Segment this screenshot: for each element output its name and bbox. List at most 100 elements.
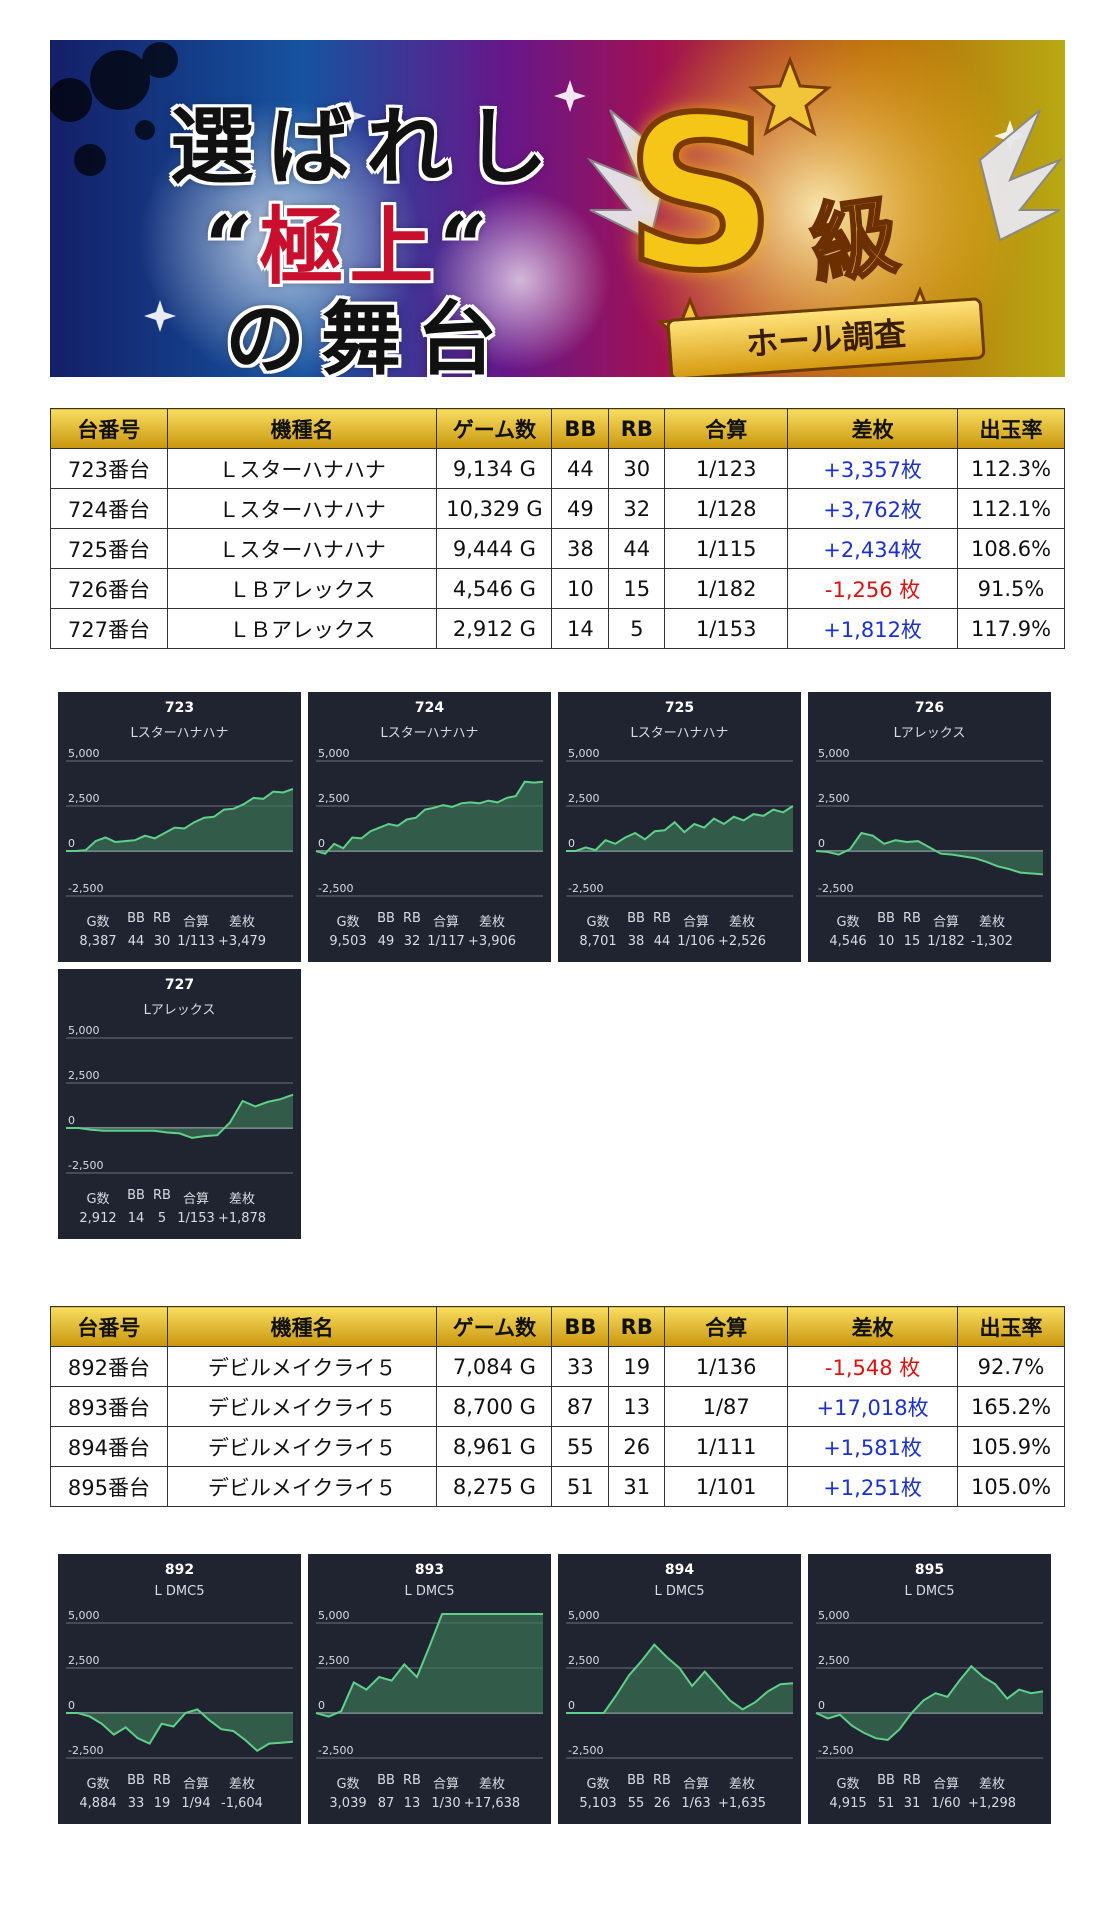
slump-chart-card: 895 L DMC5 5,000 2,500 0 -2,500 G数 BB RB 合算 差枚 4,91… — [808, 1554, 1051, 1824]
bb-count-cell: 49 — [551, 488, 610, 529]
stat-value: 13 — [403, 1796, 421, 1811]
stat-label: G数 — [86, 915, 110, 930]
slump-chart: 5,000 2,500 0 -2,500 — [566, 747, 794, 897]
machine-number-cell: 726番台 — [50, 568, 168, 609]
rb-count-cell: 30 — [608, 448, 666, 489]
y-tick-label: 2,500 — [318, 792, 350, 805]
slump-chart: 5,000 2,500 0 -2,500 — [815, 1609, 1044, 1759]
column-header: 機種名 — [166, 1306, 438, 1347]
chart-series-line — [315, 780, 544, 855]
banner-title-line2: “極上“ — [205, 180, 494, 301]
slump-chart-card: 894 L DMC5 5,000 2,500 0 -2,500 G数 BB RB 合算 差枚 5,10… — [558, 1554, 801, 1824]
combined-odds-cell: 1/136 — [664, 1346, 789, 1387]
y-tick-label: 5,000 — [318, 1609, 350, 1622]
stat-value: 4,915 — [829, 1796, 867, 1811]
combined-odds-cell: 1/123 — [664, 448, 789, 489]
machine-results-table-2: 台番号 機種名 ゲーム数 BB RB 合算 差枚 出玉率 892番台 デビルメイクライ５ 7,08… — [50, 1306, 1065, 1507]
y-tick-label: 5,000 — [568, 1609, 600, 1622]
stat-label: BB — [377, 1773, 395, 1788]
chart-title: 892 — [164, 1562, 195, 1578]
stat-value: +1,635 — [717, 1796, 767, 1811]
medal-diff-cell: +1,581枚 — [787, 1426, 958, 1467]
combined-odds-cell: 1/182 — [664, 568, 789, 609]
stat-value: -1,604 — [221, 1796, 263, 1811]
medal-diff-cell: -1,256 枚 — [787, 568, 958, 609]
stat-label: BB — [627, 911, 645, 926]
chart-title: 894 — [664, 1562, 695, 1578]
machine-name-cell: ＬＢアレックス — [166, 568, 438, 609]
slump-chart: 5,000 2,500 0 -2,500 — [66, 747, 294, 897]
chart-series-line — [566, 1643, 794, 1714]
payout-rate-cell: 91.5% — [957, 568, 1065, 609]
table-row: 895番台 デビルメイクライ５ 8,275 G 51 31 1/101 +1,251枚 105… — [50, 1466, 1065, 1507]
stat-value: 87 — [377, 1796, 395, 1811]
stat-label: BB — [377, 911, 395, 926]
stat-value: 1/106 — [677, 934, 715, 949]
chart-subtitle: Lスターハナハナ — [130, 726, 229, 741]
machine-number-cell: 895番台 — [50, 1466, 168, 1507]
slump-chart: 5,000 2,500 0 -2,500 — [815, 747, 1044, 897]
y-tick-label: -2,500 — [68, 1744, 103, 1757]
hero-banner: 選ばれし “極上“ の舞台 S 級 ホール調査 — [50, 40, 1065, 377]
chart-title: 725 — [664, 700, 695, 716]
stat-label: RB — [653, 1773, 671, 1788]
table-body: 892番台 デビルメイクライ５ 7,084 G 33 19 1/136 -1,548 枚 92… — [50, 1346, 1065, 1507]
stat-value: 31 — [903, 1796, 921, 1811]
column-header: RB — [608, 408, 666, 449]
rb-count-cell: 15 — [608, 568, 666, 609]
y-tick-label: -2,500 — [68, 882, 103, 895]
chart-subtitle: Lスターハナハナ — [630, 726, 729, 741]
stat-value: 1/30 — [431, 1796, 461, 1811]
stat-value: 49 — [377, 934, 395, 949]
chart-area-fill — [316, 1614, 543, 1717]
table-row: 725番台 Ｌスターハナハナ 9,444 G 38 44 1/115 +2,434枚 108.… — [50, 528, 1065, 569]
chart-title: 893 — [414, 1562, 445, 1578]
payout-rate-cell: 92.7% — [957, 1346, 1065, 1387]
stat-label: 差枚 — [478, 1777, 506, 1792]
column-header: 合算 — [664, 408, 789, 449]
combined-odds-cell: 1/153 — [664, 608, 789, 649]
table-header-row: 台番号 機種名 ゲーム数 BB RB 合算 差枚 出玉率 — [50, 1306, 1065, 1347]
chart-series-line — [66, 1093, 294, 1139]
machine-number-cell: 894番台 — [50, 1426, 168, 1467]
y-tick-label: -2,500 — [318, 882, 353, 895]
machine-name-cell: Ｌスターハナハナ — [166, 488, 438, 529]
machine-name-cell: デビルメイクライ５ — [166, 1426, 438, 1467]
bb-count-cell: 33 — [551, 1346, 610, 1387]
y-tick-label: -2,500 — [818, 1744, 853, 1757]
column-header: 合算 — [664, 1306, 789, 1347]
y-tick-label: -2,500 — [568, 882, 603, 895]
stat-value: 1/153 — [177, 1211, 215, 1226]
slump-chart: 5,000 2,500 0 -2,500 — [566, 1609, 794, 1759]
chart-subtitle: L DMC5 — [654, 1584, 705, 1599]
machine-name-cell: Ｌスターハナハナ — [166, 448, 438, 489]
chart-subtitle: Lアレックス — [893, 726, 966, 741]
stat-value: 4,546 — [829, 934, 867, 949]
slump-chart-card: 725 Lスターハナハナ 5,000 2,500 0 -2,500 G数 BB RB 合算 差枚 8,… — [558, 692, 801, 962]
payout-rate-cell: 165.2% — [957, 1386, 1065, 1427]
medal-diff-cell: -1,548 枚 — [787, 1346, 958, 1387]
table-header-row: 台番号 機種名 ゲーム数 BB RB 合算 差枚 出玉率 — [50, 408, 1065, 449]
stat-value: 1/60 — [931, 1796, 961, 1811]
stat-value: +1,298 — [967, 1796, 1017, 1811]
column-header: 台番号 — [50, 1306, 168, 1347]
machine-number-cell: 725番台 — [50, 528, 168, 569]
stat-label: RB — [903, 911, 921, 926]
banner-title-line3: の舞台 — [225, 292, 513, 377]
y-tick-label: 2,500 — [68, 1654, 100, 1667]
chart-area-fill — [816, 833, 1043, 875]
y-tick-label: 0 — [68, 1699, 75, 1712]
chart-series-line — [815, 831, 1044, 876]
rb-count-cell: 32 — [608, 488, 666, 529]
stat-value: 19 — [153, 1796, 171, 1811]
y-tick-label: 5,000 — [68, 1609, 100, 1622]
y-tick-label: 5,000 — [818, 1609, 850, 1622]
stat-label: RB — [153, 911, 171, 926]
slump-chart: 5,000 2,500 0 -2,500 — [315, 1609, 543, 1759]
game-count-cell: 9,444 G — [436, 528, 553, 569]
stat-label: RB — [903, 1773, 921, 1788]
stat-label: 合算 — [682, 915, 710, 930]
game-count-cell: 10,329 G — [436, 488, 553, 529]
column-header: ゲーム数 — [436, 1306, 553, 1347]
slump-chart: 5,000 2,500 0 -2,500 — [315, 747, 544, 897]
